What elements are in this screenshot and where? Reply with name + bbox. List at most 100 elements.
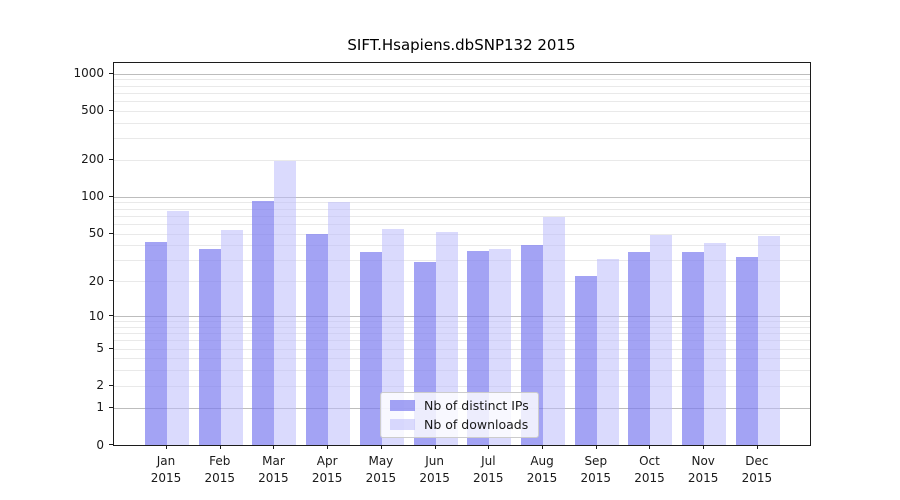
x-tick-label: Jan 2015 xyxy=(150,454,182,485)
y-tick xyxy=(109,109,113,111)
y-tick-label: 200 xyxy=(81,152,104,167)
minor-gridline xyxy=(114,333,810,335)
legend: Nb of distinct IPs Nb of downloads xyxy=(380,392,539,438)
minor-gridline xyxy=(114,358,810,360)
bar-sep-ips xyxy=(574,276,597,445)
major-gridline xyxy=(114,73,810,75)
bar-feb-downloads xyxy=(220,229,243,445)
minor-gridline xyxy=(114,223,810,225)
bar-may-ips xyxy=(359,252,382,445)
bar-nov-ips xyxy=(682,252,705,445)
minor-gridline xyxy=(114,110,810,112)
minor-gridline xyxy=(114,208,810,210)
minor-gridline xyxy=(114,79,810,81)
minor-gridline xyxy=(114,85,810,87)
bar-oct-downloads xyxy=(650,234,673,445)
minor-gridline xyxy=(114,100,810,102)
major-gridline xyxy=(114,196,810,198)
x-tick xyxy=(166,445,167,449)
x-tick xyxy=(542,445,544,449)
x-tick xyxy=(434,445,436,449)
bar-dec-downloads xyxy=(757,235,780,445)
legend-label-downloads: Nb of downloads xyxy=(424,417,529,432)
y-tick-label: 500 xyxy=(81,103,104,118)
x-tick-label: May 2015 xyxy=(365,454,397,485)
minor-gridline xyxy=(114,321,810,323)
bar-jan-downloads xyxy=(167,210,189,445)
x-tick-label: Jun 2015 xyxy=(419,454,450,485)
y-tick xyxy=(109,347,113,349)
y-tick xyxy=(109,384,113,386)
minor-gridline xyxy=(114,260,810,262)
bar-jan-ips xyxy=(145,241,167,445)
x-tick xyxy=(488,445,490,449)
bar-feb-ips xyxy=(198,249,221,445)
x-tick-label: Jul 2015 xyxy=(473,454,504,485)
y-tick-label: 50 xyxy=(88,226,104,241)
bar-nov-downloads xyxy=(704,242,727,445)
y-tick-label: 1 xyxy=(96,400,104,415)
y-tick-label: 10 xyxy=(88,308,104,323)
minor-gridline xyxy=(114,202,810,204)
minor-gridline xyxy=(114,122,810,124)
x-tick-label: Apr 2015 xyxy=(311,454,343,485)
x-tick-label: Nov 2015 xyxy=(687,454,719,485)
y-tick-label: 5 xyxy=(96,341,104,356)
y-axis: 0 1 2 5 10 20 50 100 200 500 1000 xyxy=(0,62,113,452)
minor-gridline xyxy=(114,215,810,217)
x-tick-label: Sep 2015 xyxy=(580,454,612,485)
x-tick xyxy=(595,445,597,449)
plot-area xyxy=(113,62,811,446)
y-tick xyxy=(109,280,113,282)
y-tick xyxy=(109,72,113,74)
legend-swatch-distinct-ips xyxy=(390,400,415,411)
bar-sep-downloads xyxy=(596,258,619,445)
minor-gridline xyxy=(114,348,810,350)
x-axis: Jan 2015 Feb 2015 Mar 2015 Apr 2015 May 2015… xyxy=(113,445,811,500)
major-gridline xyxy=(114,316,810,318)
y-tick-label: 0 xyxy=(96,437,104,452)
x-tick-label: Mar 2015 xyxy=(258,454,289,485)
x-tick xyxy=(273,445,275,449)
bar-aug-downloads xyxy=(543,217,566,445)
y-tick-label: 20 xyxy=(88,273,104,288)
minor-gridline xyxy=(114,340,810,342)
y-tick-label: 100 xyxy=(81,189,104,204)
y-tick-label: 1000 xyxy=(73,66,104,81)
x-tick xyxy=(756,445,758,449)
legend-item-distinct-ips: Nb of distinct IPs xyxy=(390,398,529,413)
x-tick xyxy=(703,445,705,449)
bar-oct-ips xyxy=(628,252,651,445)
y-tick-label: 2 xyxy=(96,378,104,393)
bar-apr-ips xyxy=(306,233,329,445)
x-tick-label: Dec 2015 xyxy=(741,454,773,485)
bar-mar-downloads xyxy=(274,160,297,445)
y-tick xyxy=(109,406,113,408)
x-tick xyxy=(219,445,221,449)
bar-mar-ips xyxy=(252,201,275,445)
y-tick xyxy=(109,232,113,234)
y-tick xyxy=(109,158,113,160)
minor-gridline xyxy=(114,138,810,140)
bar-dec-ips xyxy=(735,257,758,445)
minor-gridline xyxy=(114,159,810,161)
minor-gridline xyxy=(114,370,810,372)
x-tick-label: Feb 2015 xyxy=(204,454,235,485)
x-tick xyxy=(327,445,329,449)
legend-swatch-downloads xyxy=(390,419,415,430)
y-tick xyxy=(109,444,113,445)
bar-may-downloads xyxy=(381,228,404,445)
y-tick xyxy=(109,315,113,317)
minor-gridline xyxy=(114,92,810,94)
minor-gridline xyxy=(114,233,810,235)
legend-label-distinct-ips: Nb of distinct IPs xyxy=(424,398,529,413)
minor-gridline xyxy=(114,281,810,283)
x-tick xyxy=(649,445,651,449)
minor-gridline xyxy=(114,326,810,328)
x-tick-label: Oct 2015 xyxy=(634,454,665,485)
minor-gridline xyxy=(114,245,810,247)
x-tick-label: Aug 2015 xyxy=(526,454,558,485)
y-tick xyxy=(109,195,113,197)
legend-item-downloads: Nb of downloads xyxy=(390,417,529,432)
